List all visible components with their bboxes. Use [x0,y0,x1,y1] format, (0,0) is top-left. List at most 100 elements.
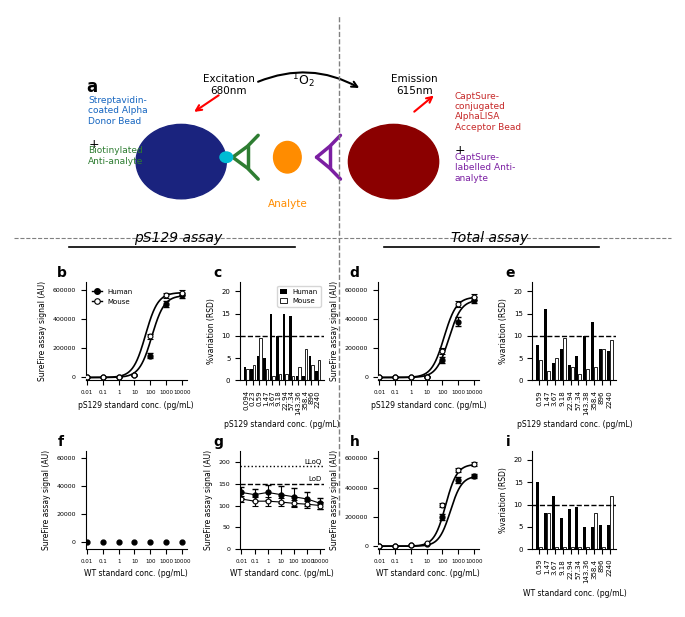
Bar [286,374,288,381]
Bar [575,356,578,381]
Bar [568,365,571,381]
Bar [591,323,594,381]
Y-axis label: %variation (RSD): %variation (RSD) [499,299,508,364]
Bar [591,527,594,549]
X-axis label: pS129 standard conc. (pg/mL): pS129 standard conc. (pg/mL) [516,420,632,429]
Bar [578,547,582,549]
Circle shape [349,125,438,199]
Bar [544,309,547,381]
Bar [260,338,262,381]
Bar [552,495,555,549]
Bar [264,358,266,381]
Bar [303,376,305,381]
Text: +: + [455,144,465,157]
Bar [602,349,605,381]
Y-axis label: SureFire assay signal (AU): SureFire assay signal (AU) [42,450,51,550]
Text: Streptavidin-
coated Alpha
Donor Bead: Streptavidin- coated Alpha Donor Bead [88,96,148,126]
Bar [586,369,589,381]
Bar [283,313,286,381]
X-axis label: pS129 standard conc. (pg/mL): pS129 standard conc. (pg/mL) [78,400,194,410]
Bar [594,513,597,549]
Bar [309,356,312,381]
Bar [586,547,589,549]
Bar [599,349,602,381]
Bar [547,513,550,549]
Bar [296,376,299,381]
Circle shape [220,152,233,162]
Bar [575,507,578,549]
Bar [562,547,566,549]
Bar [571,367,573,381]
Bar [290,316,292,381]
Text: Analyte: Analyte [267,199,308,209]
Bar [583,336,586,381]
Bar [277,336,279,381]
Legend: Human, Mouse: Human, Mouse [89,286,136,308]
Bar [253,365,256,381]
Text: $^1$O$_2$: $^1$O$_2$ [292,71,314,90]
Bar [552,363,555,381]
Bar [318,360,321,381]
X-axis label: pS129 standard conc. (pg/mL): pS129 standard conc. (pg/mL) [371,400,486,410]
X-axis label: pS129 standard conc. (pg/mL): pS129 standard conc. (pg/mL) [225,420,340,429]
Text: i: i [506,435,510,449]
Bar [562,338,566,381]
Text: h: h [349,435,360,449]
Bar [599,524,602,549]
Bar [568,509,571,549]
Bar [607,524,610,549]
Text: d: d [349,267,360,280]
Text: CaptSure-
labelled Anti-
analyte: CaptSure- labelled Anti- analyte [455,153,515,183]
X-axis label: WT standard conc. (pg/mL): WT standard conc. (pg/mL) [84,569,188,578]
Bar [279,374,282,381]
Text: Total assay: Total assay [451,231,528,245]
Text: Biotinylated
Anti-analyte: Biotinylated Anti-analyte [88,146,144,166]
Bar [273,376,275,381]
Y-axis label: SureFire assay signal (AU): SureFire assay signal (AU) [204,450,213,550]
Bar [305,349,308,381]
Y-axis label: SureFire assay signal (AU): SureFire assay signal (AU) [38,281,47,381]
Y-axis label: %variation (RSD): %variation (RSD) [207,299,216,364]
Text: b: b [58,267,67,280]
Bar [560,518,562,549]
Bar [547,371,550,381]
Text: a: a [87,78,98,96]
Bar [560,349,562,381]
Text: LLoQ: LLoQ [304,459,321,465]
Bar [610,495,612,549]
Text: c: c [213,267,221,280]
Bar [292,376,295,381]
Text: Emission
615nm: Emission 615nm [391,74,438,96]
Bar [536,482,539,549]
Text: pS129 assay: pS129 assay [134,231,222,245]
Text: e: e [506,267,515,280]
Y-axis label: %variation (RSD): %variation (RSD) [499,467,508,533]
Text: g: g [213,435,223,449]
Bar [257,356,260,381]
Bar [312,365,314,381]
Text: Excitation
680nm: Excitation 680nm [203,74,255,96]
Bar [571,547,573,549]
Bar [602,547,605,549]
Text: LoD: LoD [308,476,321,482]
Text: f: f [58,435,64,449]
Text: +: + [88,138,99,151]
Bar [270,313,273,381]
Bar [266,369,269,381]
Bar [610,340,612,381]
Ellipse shape [273,141,301,173]
Bar [594,367,597,381]
Bar [544,513,547,549]
Legend: Human, Mouse: Human, Mouse [277,286,321,307]
Bar [555,358,558,381]
Bar [247,369,249,381]
Bar [607,352,610,381]
Bar [299,367,301,381]
Y-axis label: SureFire assay signal (AU): SureFire assay signal (AU) [330,281,339,381]
Bar [251,369,253,381]
Circle shape [136,125,226,199]
X-axis label: WT standard conc. (pg/mL): WT standard conc. (pg/mL) [523,589,626,598]
Bar [316,371,318,381]
Bar [583,527,586,549]
Bar [578,374,582,381]
